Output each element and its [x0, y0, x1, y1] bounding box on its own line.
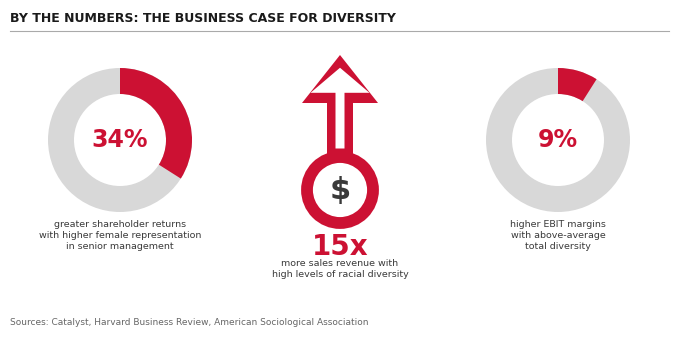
Text: with higher female representation: with higher female representation — [39, 231, 201, 240]
Text: 34%: 34% — [92, 128, 148, 152]
Wedge shape — [558, 68, 597, 101]
Text: BY THE NUMBERS: THE BUSINESS CASE FOR DIVERSITY: BY THE NUMBERS: THE BUSINESS CASE FOR DI… — [10, 12, 396, 25]
Text: $: $ — [329, 176, 350, 205]
Text: total diversity: total diversity — [525, 242, 591, 251]
Wedge shape — [486, 68, 630, 212]
Polygon shape — [310, 68, 369, 148]
Text: higher EBIT margins: higher EBIT margins — [510, 220, 606, 229]
Text: with above-average: with above-average — [511, 231, 606, 240]
Wedge shape — [120, 68, 192, 179]
Text: greater shareholder returns: greater shareholder returns — [54, 220, 186, 229]
Text: more sales revenue with: more sales revenue with — [281, 259, 399, 268]
Text: in senior management: in senior management — [66, 242, 174, 251]
Text: 9%: 9% — [538, 128, 578, 152]
Circle shape — [316, 166, 365, 215]
Wedge shape — [48, 68, 192, 212]
Text: Sources: Catalyst, Harvard Business Review, American Sociological Association: Sources: Catalyst, Harvard Business Revi… — [10, 318, 369, 327]
Text: high levels of racial diversity: high levels of racial diversity — [272, 270, 408, 279]
Polygon shape — [302, 55, 378, 157]
Text: 15x: 15x — [312, 233, 368, 261]
